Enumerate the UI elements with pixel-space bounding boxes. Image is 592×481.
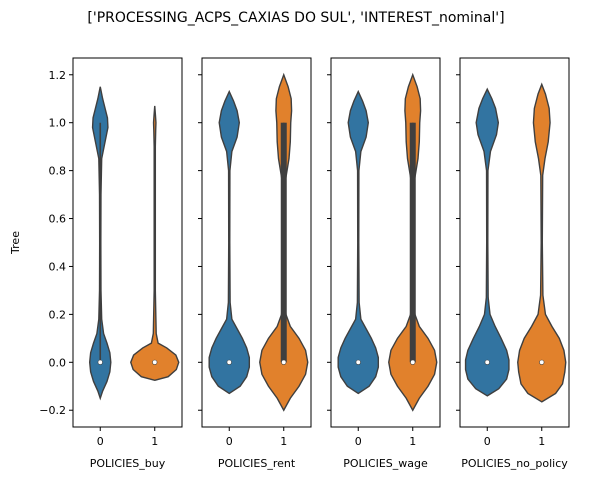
y-tick-label: −0.2 bbox=[39, 404, 66, 417]
chart-panel-POLICIES_rent: 0 1 POLICIES_rent bbox=[198, 57, 312, 470]
y-tick-label: 1.0 bbox=[49, 117, 67, 130]
violin-POLICIES_wage-0 bbox=[337, 89, 380, 395]
y-axis-label: Tree bbox=[9, 231, 22, 255]
x-tick-label: 0 bbox=[226, 435, 233, 448]
axes-frame-POLICIES_rent bbox=[201, 57, 312, 428]
median-point-POLICIES_buy-1 bbox=[152, 359, 158, 365]
violin-POLICIES_no_policy-1 bbox=[517, 82, 567, 403]
chart-panel-POLICIES_buy: −0.2 0.0 0.2 0.4 0.6 0.8 1.0 1.2 0 1 POLICIES_buy T… bbox=[9, 57, 183, 470]
violin-POLICIES_no_policy-0 bbox=[464, 87, 510, 397]
y-tick-label: 1.2 bbox=[49, 69, 67, 82]
x-tick-label: 0 bbox=[484, 435, 491, 448]
median-point-POLICIES_rent-1 bbox=[281, 359, 287, 365]
x-axis-label-POLICIES_no_policy: POLICIES_no_policy bbox=[461, 457, 568, 470]
median-point-POLICIES_no_policy-1 bbox=[539, 359, 545, 365]
x-axis-label-POLICIES_wage: POLICIES_wage bbox=[343, 457, 428, 470]
median-point-POLICIES_wage-0 bbox=[355, 359, 361, 365]
median-point-POLICIES_wage-1 bbox=[410, 359, 416, 365]
violin-POLICIES_buy-1 bbox=[130, 105, 180, 382]
median-point-POLICIES_no_policy-0 bbox=[484, 359, 490, 365]
median-point-POLICIES_rent-0 bbox=[226, 359, 232, 365]
y-tick-label: 0.0 bbox=[49, 356, 67, 369]
x-axis-label-POLICIES_buy: POLICIES_buy bbox=[90, 457, 166, 470]
x-axis-label-POLICIES_rent: POLICIES_rent bbox=[218, 457, 296, 470]
x-tick-label: 0 bbox=[97, 435, 104, 448]
y-tick-label: 0.8 bbox=[49, 165, 67, 178]
y-tick-label: 0.2 bbox=[49, 308, 67, 321]
violin-POLICIES_rent-0 bbox=[208, 89, 251, 395]
x-tick-label: 0 bbox=[355, 435, 362, 448]
axes-frame-POLICIES_buy bbox=[72, 57, 183, 428]
x-tick-label: 1 bbox=[280, 435, 287, 448]
median-point-POLICIES_buy-0 bbox=[97, 359, 103, 365]
chart-panel-POLICIES_wage: 0 1 POLICIES_wage bbox=[327, 57, 441, 470]
figure-title: ['PROCESSING_ACPS_CAXIAS DO SUL', 'INTER… bbox=[87, 10, 504, 26]
y-tick-label: 0.6 bbox=[49, 213, 67, 226]
chart-panel-POLICIES_no_policy: 0 1 POLICIES_no_policy bbox=[456, 57, 570, 470]
axes-frame-POLICIES_wage bbox=[330, 57, 441, 428]
iqr-box-POLICIES_rent-1 bbox=[280, 122, 287, 363]
axes-frame-POLICIES_no_policy bbox=[459, 57, 570, 428]
x-tick-label: 1 bbox=[409, 435, 416, 448]
x-tick-label: 1 bbox=[151, 435, 158, 448]
y-tick-label: 0.4 bbox=[49, 260, 67, 273]
iqr-box-POLICIES_wage-1 bbox=[409, 122, 416, 363]
x-tick-label: 1 bbox=[538, 435, 545, 448]
